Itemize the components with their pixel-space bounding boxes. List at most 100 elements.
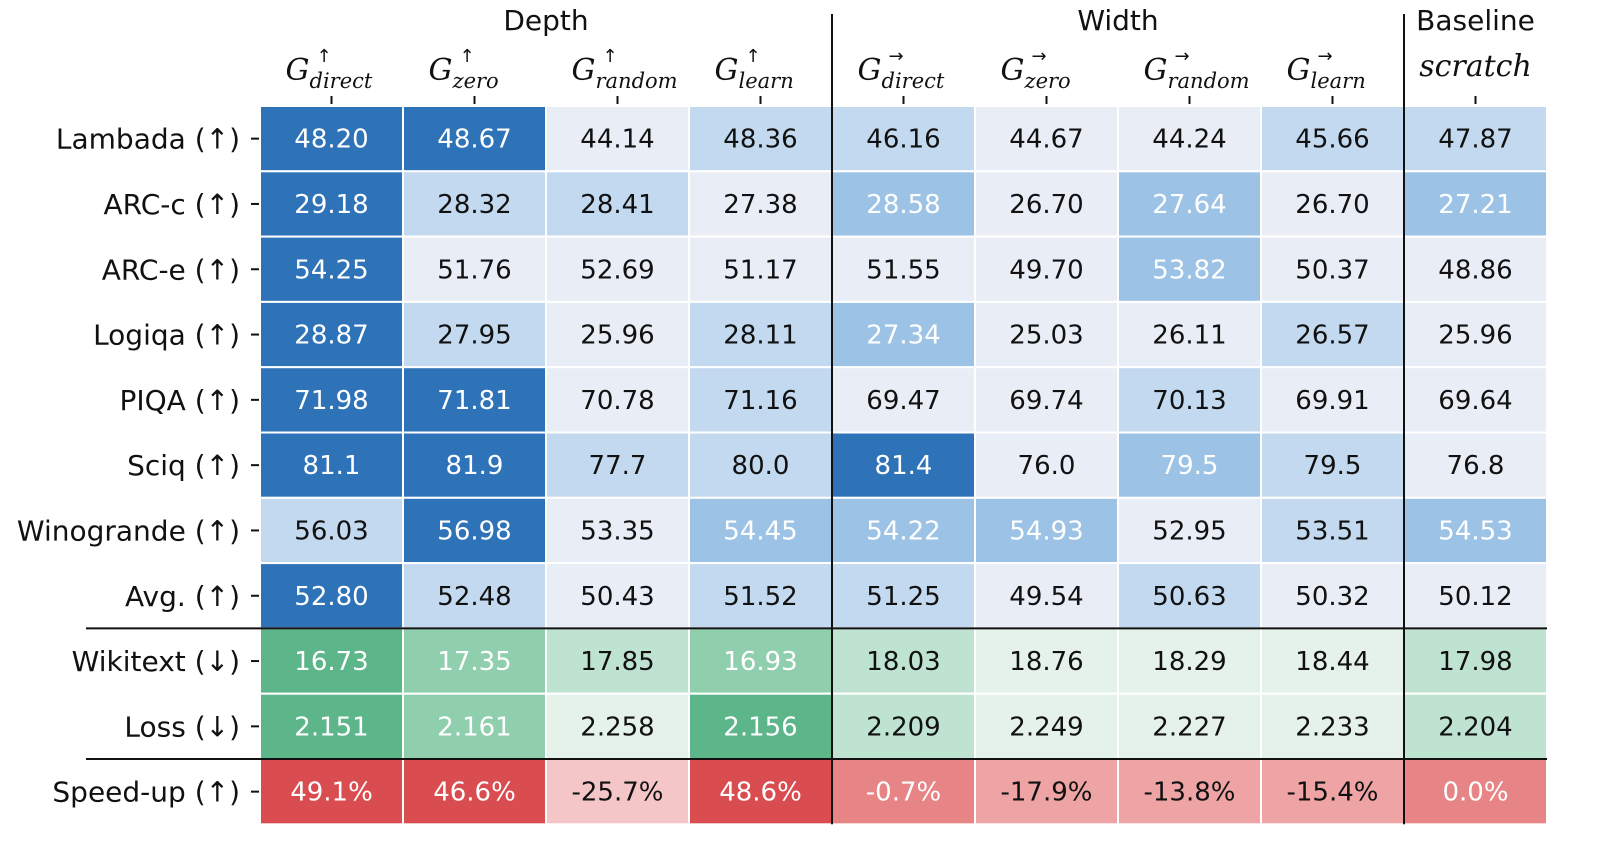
heatmap-cell <box>974 562 1119 630</box>
cell-value: 69.91 <box>1295 386 1369 416</box>
heatmap-cell <box>259 562 404 630</box>
cell-value: 48.67 <box>437 125 511 155</box>
column-label: G ↑learn <box>715 46 794 93</box>
heatmap-cell <box>831 758 976 826</box>
cell-value: 2.209 <box>866 712 940 742</box>
cell-value: 18.03 <box>866 647 940 677</box>
cell-value: 27.21 <box>1438 190 1512 220</box>
heatmap-cell <box>1260 758 1405 826</box>
cell-value: 28.41 <box>580 190 654 220</box>
cell-value: 69.47 <box>866 386 940 416</box>
cell-value: -15.4% <box>1287 778 1379 808</box>
cell-value: 2.227 <box>1152 712 1226 742</box>
column-label: G →direct <box>858 46 945 93</box>
column-arrow: → <box>1032 46 1047 67</box>
heatmap-cell <box>259 235 404 303</box>
cell-value: 25.03 <box>1009 321 1083 351</box>
cell-value: 50.37 <box>1295 255 1369 285</box>
cell-value: 70.13 <box>1152 386 1226 416</box>
cell-value: 45.66 <box>1295 125 1369 155</box>
heatmap-cell <box>688 692 833 761</box>
cell-value: 56.98 <box>437 516 511 546</box>
heatmap-cell <box>545 627 690 695</box>
column-symbol: G <box>1287 53 1311 88</box>
heatmap-cell <box>1117 496 1262 565</box>
heatmap-cell <box>1117 235 1262 303</box>
cell-value: 18.76 <box>1009 647 1083 677</box>
heatmap-cell <box>974 692 1119 761</box>
heatmap-cell <box>1117 170 1262 238</box>
cell-value: 27.64 <box>1152 190 1226 220</box>
cell-value: 48.36 <box>723 125 797 155</box>
heatmap-cell <box>1260 562 1405 630</box>
row-label: Lambada (↑) <box>56 123 240 156</box>
column-group-title: Baseline <box>1416 4 1535 37</box>
cell-value: 51.25 <box>866 582 940 612</box>
cell-value: 16.93 <box>723 647 797 677</box>
cell-value: 76.0 <box>1018 451 1076 481</box>
cell-value: 53.51 <box>1295 516 1369 546</box>
cell-value: 26.70 <box>1009 190 1083 220</box>
heatmap-cell <box>831 562 976 630</box>
cell-value: 52.48 <box>437 582 511 612</box>
cell-value: 28.58 <box>866 190 940 220</box>
column-label: G →zero <box>1001 46 1071 93</box>
column-subscript: direct <box>310 69 373 93</box>
column-subscript: zero <box>1024 69 1071 93</box>
heatmap-cell <box>1403 366 1548 434</box>
cell-value: 54.25 <box>294 255 368 285</box>
heatmap-cell <box>402 627 547 695</box>
heatmap-cell <box>1260 431 1405 499</box>
heatmap-cell <box>259 627 404 695</box>
cell-value: -0.7% <box>866 778 941 808</box>
column-symbol: G <box>572 53 596 88</box>
column-label: G →learn <box>1287 46 1366 93</box>
heatmap-cell <box>1117 105 1262 173</box>
cell-value: 49.70 <box>1009 255 1083 285</box>
heatmap-cell <box>1403 562 1548 630</box>
cell-value: 0.0% <box>1442 778 1508 808</box>
cell-value: 77.7 <box>589 451 647 481</box>
cell-value: 2.249 <box>1009 712 1083 742</box>
heatmap-cell <box>1260 170 1405 238</box>
cell-value: 27.95 <box>437 321 511 351</box>
cell-value: 54.93 <box>1009 516 1083 546</box>
cell-value: 46.6% <box>433 778 516 808</box>
heatmap-cell <box>545 758 690 826</box>
cell-value: 18.44 <box>1295 647 1369 677</box>
cell-value: 2.258 <box>580 712 654 742</box>
row-labels: Lambada (↑) ARC-c (↑) ARC-e (↑) Logiqa (↑) P… <box>17 123 259 809</box>
row-label: ARC-c (↑) <box>104 188 240 221</box>
row-label: Avg. (↑) <box>125 580 240 613</box>
heatmap-cell <box>259 496 404 565</box>
column-arrow: ↑ <box>746 46 761 67</box>
row-label: Logiqa (↑) <box>93 319 240 352</box>
column-symbol: G <box>858 53 882 88</box>
cell-value: 52.95 <box>1152 516 1226 546</box>
cell-value: 81.9 <box>446 451 504 481</box>
cell-value: 76.8 <box>1447 451 1505 481</box>
column-subscript: random <box>596 69 678 93</box>
cell-value: 52.80 <box>294 582 368 612</box>
cell-value: 25.96 <box>580 321 654 351</box>
heatmap-cell <box>974 758 1119 826</box>
section-separators <box>86 14 1547 825</box>
column-group-title: Width <box>1077 4 1158 37</box>
heatmap-cell <box>974 105 1119 173</box>
heatmap-cell <box>974 431 1119 499</box>
cell-value: 17.98 <box>1438 647 1512 677</box>
heatmap-cell <box>974 300 1119 369</box>
heatmap-cell <box>1117 300 1262 369</box>
cell-value: 44.24 <box>1152 125 1226 155</box>
heatmap-cell <box>1260 105 1405 173</box>
column-subscript: random <box>1168 69 1250 93</box>
column-label: G ↑direct <box>286 46 373 93</box>
column-label: scratch <box>1419 49 1532 84</box>
heatmap-cell <box>1403 170 1548 238</box>
cell-value: 56.03 <box>294 516 368 546</box>
heatmap-cell <box>259 431 404 499</box>
heatmap-cell <box>688 758 833 826</box>
column-subscript: direct <box>882 69 945 93</box>
cell-value: 2.161 <box>437 712 511 742</box>
